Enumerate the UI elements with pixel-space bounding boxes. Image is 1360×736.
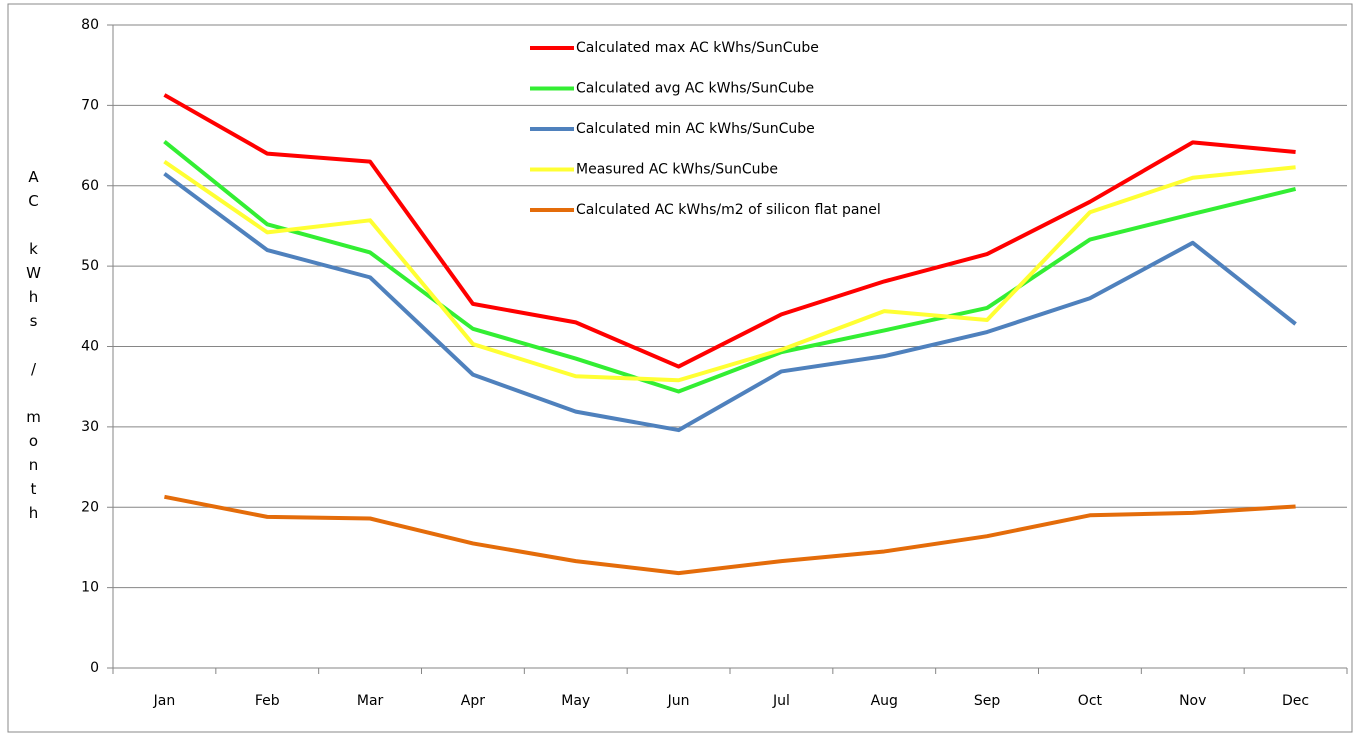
y-tick-label: 80	[81, 17, 99, 33]
y-tick-label: 70	[81, 97, 99, 113]
x-tick-label: Sep	[974, 693, 1001, 709]
x-tick-label: Aug	[871, 693, 898, 709]
x-tick-label: Nov	[1179, 693, 1206, 709]
y-tick-label: 0	[90, 660, 99, 676]
x-tick-label: Mar	[357, 693, 384, 709]
y-tick-label: 40	[81, 339, 99, 355]
series-line	[163, 172, 1297, 433]
y-tick-label: 10	[81, 580, 99, 596]
x-tick-label: Dec	[1282, 693, 1309, 709]
legend-label: Calculated max AC kWhs/SunCube	[576, 40, 819, 56]
x-tick-label: Jun	[667, 693, 690, 709]
y-tick-label: 30	[81, 419, 99, 435]
legend-label: Calculated avg AC kWhs/SunCube	[576, 81, 814, 97]
x-tick-label: Oct	[1078, 693, 1103, 709]
legend-label: Calculated AC kWhs/m2 of silicon flat pa…	[576, 202, 881, 218]
x-tick-label: Apr	[461, 693, 485, 709]
series-line	[164, 494, 1296, 576]
y-tick-label: 50	[81, 258, 99, 274]
x-tick-label: May	[561, 693, 590, 709]
series-line	[163, 139, 1297, 394]
series-line	[163, 159, 1296, 383]
y-tick-label: 20	[81, 499, 99, 515]
legend-label: Measured AC kWhs/SunCube	[576, 162, 778, 178]
y-axis-label: AC kWhs / month	[25, 168, 43, 528]
legend-label: Calculated min AC kWhs/SunCube	[576, 121, 815, 137]
x-tick-label: Jan	[153, 693, 176, 709]
y-tick-label: 60	[81, 178, 99, 194]
x-tick-label: Jul	[772, 693, 790, 709]
series-line	[163, 93, 1296, 369]
x-tick-label: Feb	[255, 693, 280, 709]
